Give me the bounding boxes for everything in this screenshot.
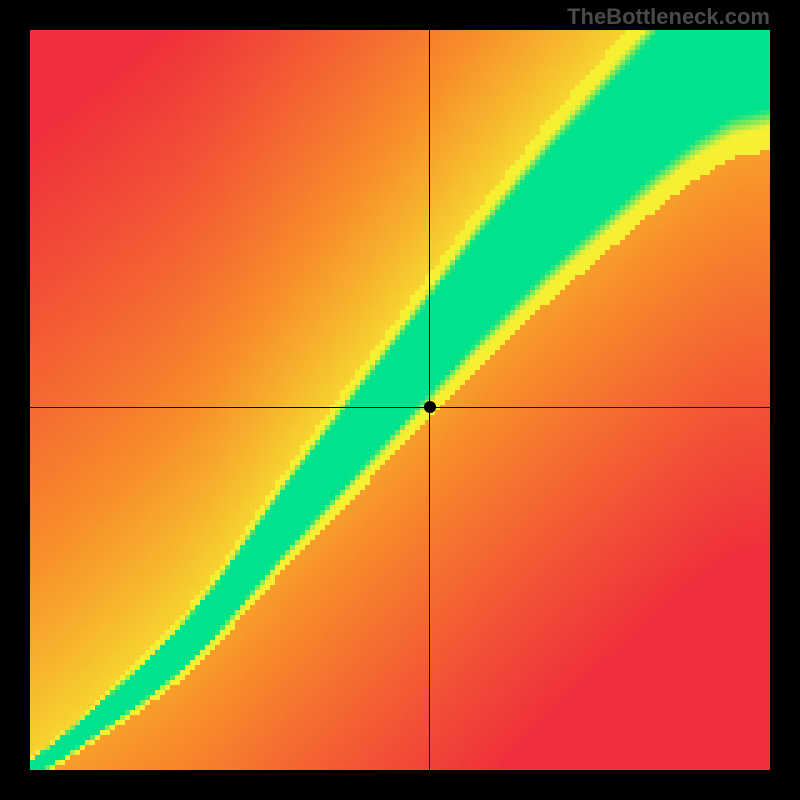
crosshair-horizontal <box>30 407 770 409</box>
heatmap-canvas <box>30 30 770 770</box>
crosshair-dot <box>424 401 436 413</box>
crosshair-vertical <box>429 30 431 770</box>
chart-container: TheBottleneck.com <box>0 0 800 800</box>
watermark-text: TheBottleneck.com <box>567 4 770 30</box>
